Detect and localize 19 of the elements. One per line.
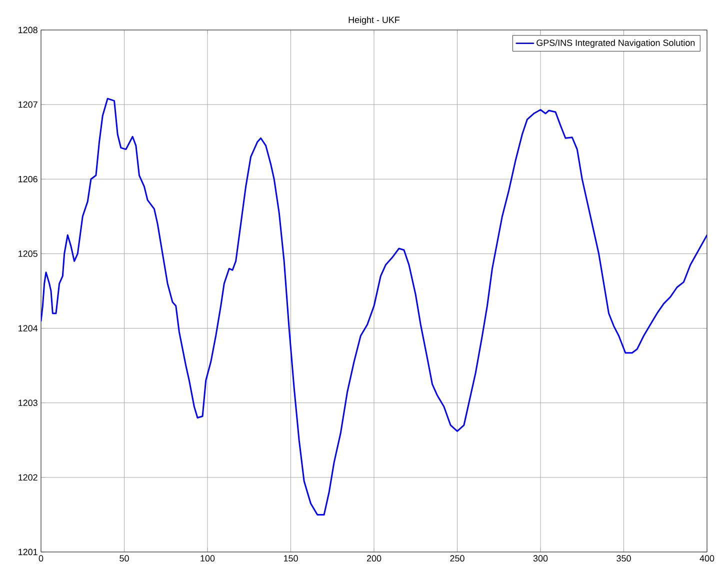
chart-title: Height - UKF — [348, 16, 400, 25]
legend-label: GPS/INS Integrated Navigation Solution — [536, 39, 695, 48]
y-tick-label: 1205 — [18, 250, 38, 257]
x-tick-label: 300 — [533, 555, 548, 562]
x-tick-label: 250 — [450, 555, 464, 562]
y-tick-label: 1206 — [18, 176, 38, 182]
y-tick-label: 1202 — [18, 474, 38, 481]
x-tick-label: 50 — [120, 555, 129, 562]
y-tick-label: 1204 — [18, 325, 38, 332]
x-tick-label: 400 — [700, 555, 714, 562]
x-tick-label: 350 — [616, 555, 631, 562]
x-tick-label: 200 — [366, 555, 382, 562]
y-tick-label: 1201 — [18, 548, 38, 556]
x-tick-label: 100 — [200, 555, 215, 562]
x-tick-label: 0 — [38, 555, 44, 562]
y-tick-label: 1208 — [18, 26, 38, 34]
x-tick-label: 150 — [284, 555, 298, 562]
y-tick-label: 1203 — [18, 400, 38, 406]
y-tick-label: 1207 — [18, 101, 38, 108]
